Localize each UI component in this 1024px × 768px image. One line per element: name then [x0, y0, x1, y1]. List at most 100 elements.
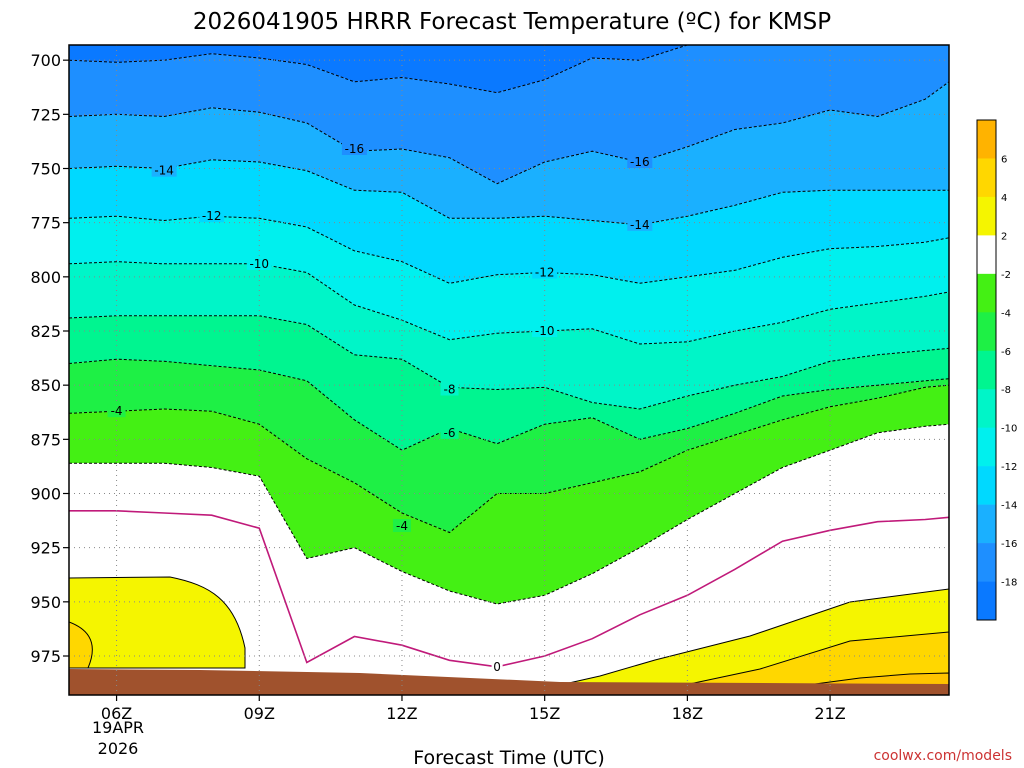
temp-band	[69, 315, 949, 451]
axis-ticks: 700 725 750 775 800 825 850 875 900 925 950 975 06Z 0…	[30, 51, 845, 723]
contour-label-bg	[199, 209, 225, 223]
y-tick-label: 825	[30, 322, 61, 341]
temp-band	[69, 424, 949, 667]
contour-label-bg	[532, 324, 558, 337]
contour-label-bg	[627, 217, 653, 231]
plot-area	[69, 45, 949, 695]
isotherm--2	[69, 423, 949, 605]
contour-label: -4	[111, 404, 123, 418]
contour-label: -6	[444, 426, 456, 440]
y-tick-label: 900	[30, 485, 61, 504]
temp-band	[69, 385, 949, 604]
isotherm--10	[69, 261, 949, 345]
isotherm--16	[69, 81, 949, 185]
temp-band	[69, 81, 949, 225]
isotherm--8	[69, 315, 949, 410]
y-tick-label: 850	[30, 376, 61, 395]
temp-band	[69, 45, 949, 93]
contour-label-bg	[392, 519, 411, 532]
isotherm-0	[69, 510, 949, 668]
contour-label: -16	[345, 142, 365, 156]
colorbar-label: -14	[1001, 501, 1017, 512]
isotherm--14	[69, 159, 949, 226]
contour-label: -10	[249, 257, 269, 271]
colorbar-swatch	[977, 581, 996, 621]
contour-label-bg	[627, 155, 653, 168]
y-tick-label: 875	[30, 430, 61, 449]
colorbar-swatch	[977, 466, 996, 505]
contour-labels: -16 -16 -14 -14 -12 -12 -10 -10 -8 -6 -4 -4 0	[107, 142, 653, 674]
date-label-day: 19APR	[92, 718, 144, 737]
contour-label: -12	[202, 209, 222, 223]
colorbar-label: -2	[1001, 270, 1011, 281]
contour-label-bg	[491, 659, 503, 673]
contour-label: -10	[535, 324, 555, 338]
colorbar-label: 6	[1001, 154, 1007, 165]
temp-band	[69, 359, 949, 533]
contour-label-bg	[532, 265, 558, 279]
y-tick-label: 950	[30, 593, 61, 612]
credit-text: coolwx.com/models	[874, 748, 1012, 764]
y-tick-label: 925	[30, 539, 61, 558]
y-tick-label: 750	[30, 160, 61, 179]
contour-label-bg	[440, 382, 459, 396]
y-tick-label: 975	[30, 647, 61, 666]
colorbar-swatch	[977, 312, 996, 352]
colorbar-swatch	[977, 543, 996, 582]
colorbar-frame	[976, 119, 997, 621]
colorbar-swatch	[977, 158, 996, 198]
gridlines	[69, 45, 949, 695]
x-tick-label: 06Z	[101, 704, 132, 723]
isotherm--6	[69, 358, 949, 451]
y-tick-label: 775	[30, 214, 61, 233]
contour-label: -14	[154, 164, 174, 178]
colorbar-swatch	[977, 389, 996, 428]
temp-band	[69, 216, 949, 344]
contour-label: -12	[535, 266, 555, 280]
x-axis-label: Forecast Time (UTC)	[413, 747, 604, 768]
colorbar-label: -10	[1001, 424, 1017, 435]
colorbar-label: -4	[1001, 308, 1011, 319]
plot-frame	[68, 44, 950, 696]
colorbar-label: -18	[1001, 578, 1017, 589]
temp-band	[69, 159, 949, 284]
contour-label-bg	[341, 142, 367, 155]
contour-label: -14	[630, 218, 650, 232]
colorbar-label: 4	[1001, 193, 1007, 204]
contour-label-bg	[151, 163, 177, 177]
colorbar-swatch	[977, 350, 996, 390]
contour-label-bg	[440, 425, 459, 439]
x-tick-label: 21Z	[814, 704, 845, 723]
y-tick-label: 800	[30, 268, 61, 287]
contour-label-bg	[107, 404, 126, 418]
colorbar-swatch	[977, 235, 996, 275]
colorbar-label: -12	[1001, 462, 1017, 473]
colorbar-swatch	[977, 427, 996, 467]
colorbar-swatch	[977, 504, 996, 544]
temp-band	[69, 261, 949, 409]
x-tick-label: 18Z	[672, 704, 703, 723]
contour-label: -4	[396, 519, 408, 533]
y-tick-label: 725	[30, 105, 61, 124]
warm-region	[69, 576, 246, 669]
contour-label-bg	[246, 256, 272, 270]
contour-label: 0	[493, 660, 501, 674]
isotherm--4	[69, 384, 949, 534]
colorbar: 6 4 2 -2 -4 -6 -8 -10 -12 -14 -16 -18	[976, 119, 1017, 621]
y-tick-label: 700	[30, 51, 61, 70]
colorbar-label: 2	[1001, 231, 1007, 242]
contour-label: -16	[630, 155, 650, 169]
x-tick-label: 12Z	[386, 704, 417, 723]
x-tick-label: 09Z	[244, 704, 275, 723]
chart-title: 2026041905 HRRR Forecast Temperature (ºC…	[193, 9, 831, 35]
colorbar-label: -16	[1001, 539, 1017, 550]
contour-label: -8	[444, 383, 456, 397]
colorbar-swatch	[977, 196, 996, 236]
colorbar-label: -6	[1001, 347, 1011, 358]
colorbar-swatch	[977, 273, 996, 313]
colorbar-label: -8	[1001, 385, 1011, 396]
isotherm--18	[69, 45, 949, 94]
x-tick-label: 15Z	[529, 704, 560, 723]
ground-fill	[69, 669, 949, 695]
